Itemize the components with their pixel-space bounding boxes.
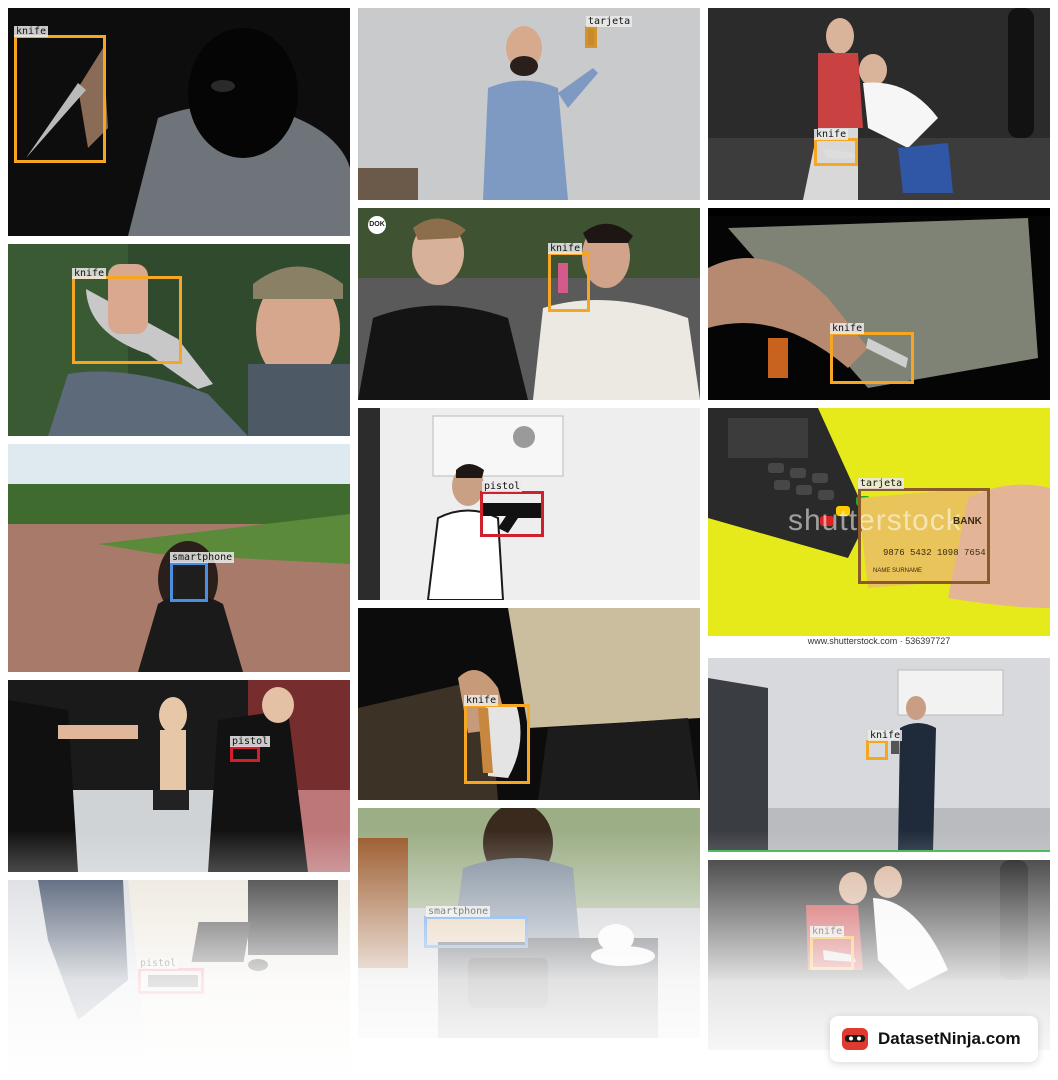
- bbox-label: knife: [868, 730, 902, 741]
- bbox-tarjeta: [858, 488, 990, 584]
- bbox-label: knife: [548, 243, 582, 254]
- bbox-knife: [14, 35, 106, 163]
- bbox-knife: [830, 332, 914, 384]
- datasetninja-badge[interactable]: DatasetNinja.com: [830, 1016, 1038, 1062]
- bbox-smartphone: [170, 562, 208, 602]
- scene-man-holding-card: [358, 8, 700, 200]
- bbox-label: knife: [810, 926, 844, 937]
- tile-gym-pistol: pistol: [8, 680, 350, 872]
- bbox-label: knife: [14, 26, 48, 37]
- tile-belt-knife: knife: [358, 608, 700, 800]
- bbox-label: smartphone: [426, 906, 490, 917]
- bbox-label: knife: [72, 268, 106, 279]
- tile-cafe-smartphone: smartphone: [358, 808, 700, 1038]
- tile-fight-knife-1: knife: [708, 8, 1050, 200]
- tile-office-knife: knife: [708, 658, 1050, 852]
- bbox-label: tarjeta: [858, 478, 904, 489]
- brand-name[interactable]: DatasetNinja.com: [878, 1029, 1021, 1049]
- tile-hand-knife: knife: [708, 208, 1050, 400]
- bbox-label: pistol: [138, 958, 178, 969]
- tile-desk-pistol: pistol: [8, 880, 350, 1070]
- bbox-smartphone: [424, 916, 528, 948]
- scene-gym-pistol: [8, 680, 350, 872]
- tile-masked-knife: knife: [8, 8, 350, 236]
- ninja-logo-icon: [840, 1024, 870, 1054]
- tile-street-smartphone: smartphone: [8, 444, 350, 672]
- bbox-knife: [810, 936, 854, 970]
- bbox-knife: [866, 740, 888, 760]
- scene-woman-paying-phone: [358, 808, 700, 1038]
- bbox-pistol: [230, 746, 260, 762]
- bbox-label: smartphone: [170, 552, 234, 563]
- image-credit: www.shutterstock.com · 536397727: [708, 636, 1050, 646]
- tile-camo-knife: knife: [8, 244, 350, 436]
- bbox-label: knife: [464, 695, 498, 706]
- bbox-knife: [464, 704, 530, 784]
- bbox-knife: [814, 138, 858, 166]
- bbox-label: pistol: [482, 481, 522, 492]
- tile-room-card: tarjeta: [358, 8, 700, 200]
- scene-two-men-chairs: [358, 208, 700, 400]
- tile-card-terminal: shutterstock BANK 9876 5432 1098 7654 NA…: [708, 408, 1050, 636]
- bbox-knife: [72, 276, 182, 364]
- bottom-line: [708, 850, 1050, 852]
- dok-logo: DOK: [368, 216, 386, 234]
- bbox-label: tarjeta: [586, 16, 632, 27]
- bbox-label: pistol: [230, 736, 270, 747]
- tile-wall-pistol: pistol: [358, 408, 700, 600]
- bbox-pistol: [138, 968, 204, 994]
- bbox-tarjeta: [585, 26, 597, 48]
- bbox-pistol: [480, 491, 544, 537]
- bbox-label: knife: [814, 129, 848, 140]
- scene-self-defense-1: [708, 8, 1050, 200]
- tile-two-men-knife: DOK knife: [358, 208, 700, 400]
- bbox-label: knife: [830, 323, 864, 334]
- bbox-knife: [548, 252, 590, 312]
